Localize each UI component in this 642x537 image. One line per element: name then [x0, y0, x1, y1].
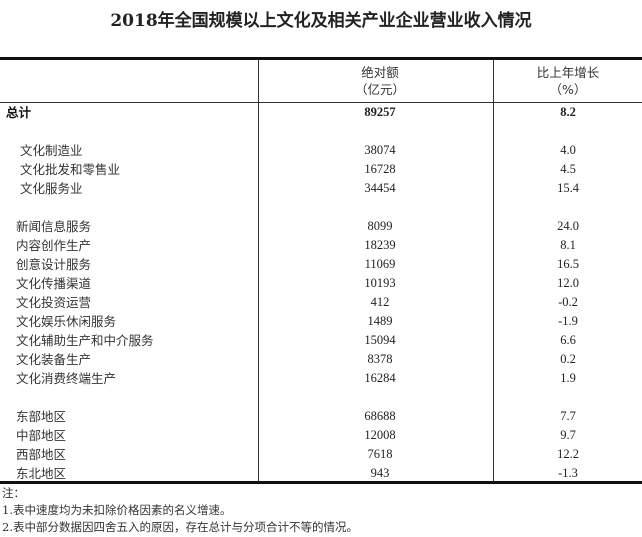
row-value: 1489: [367, 314, 393, 328]
row-label: 文化传播渠道: [16, 276, 92, 291]
row-label: 文化辅助生产和中介服务: [16, 333, 154, 348]
row-growth: -1.9: [558, 314, 578, 328]
spacer-row: [0, 198, 642, 217]
row-growth: 7.7: [560, 409, 576, 423]
table-row: 文化投资运营 412 -0.2: [0, 293, 642, 312]
table-row: 内容创作生产 18239 8.1: [0, 236, 642, 255]
row-growth: 12.0: [557, 276, 579, 290]
row-label: 总计: [6, 105, 32, 120]
row-label: 东部地区: [16, 409, 67, 424]
row-growth: 6.6: [560, 333, 576, 347]
row-value: 68688: [364, 409, 396, 423]
table-bottom-rule: [0, 481, 642, 484]
column-divider: [258, 59, 259, 482]
row-value: 16284: [364, 371, 396, 385]
table-body: 总计 89257 8.2 文化制造业 38074 4.0 文化批发和零售业 16728 4.5 文…: [0, 103, 642, 483]
row-growth: 0.2: [560, 352, 576, 366]
row-value: 89257: [364, 105, 396, 119]
total-row: 总计 89257 8.2: [0, 103, 642, 122]
row-value: 412: [370, 295, 390, 309]
row-value: 8378: [367, 352, 393, 366]
note-item: 1.表中速度均为未扣除价格因素的名义增速。: [2, 503, 232, 517]
table-row: 文化制造业 38074 4.0: [0, 141, 642, 160]
header-rule: [0, 102, 642, 103]
row-value: 11069: [364, 257, 396, 271]
table-row: 中部地区 12008 9.7: [0, 426, 642, 445]
row-value: 943: [370, 466, 390, 480]
table-row: 文化辅助生产和中介服务 15094 6.6: [0, 331, 642, 350]
row-label: 文化装备生产: [16, 352, 92, 367]
table-row: 新闻信息服务 8099 24.0: [0, 217, 642, 236]
row-label: 创意设计服务: [16, 257, 92, 272]
header-unit: （%）: [549, 82, 587, 97]
row-label: 文化批发和零售业: [20, 162, 121, 177]
row-label: 文化消费终端生产: [16, 371, 117, 386]
row-value: 15094: [364, 333, 396, 347]
row-growth: 9.7: [560, 428, 576, 442]
notes: 注： 1.表中速度均为未扣除价格因素的名义增速。 2.表中部分数据因四舍五入的原…: [2, 485, 358, 536]
row-label: 东北地区: [16, 466, 67, 481]
row-growth: 8.1: [560, 238, 576, 252]
row-value: 18239: [364, 238, 396, 252]
row-growth: 1.9: [560, 371, 576, 385]
table-row: 文化消费终端生产 16284 1.9: [0, 369, 642, 388]
header-growth: 比上年增长 （%）: [520, 64, 616, 98]
row-growth: 12.2: [557, 447, 579, 461]
row-label: 西部地区: [16, 447, 67, 462]
row-label: 中部地区: [16, 428, 67, 443]
row-value: 8099: [367, 219, 393, 233]
row-value: 10193: [364, 276, 396, 290]
row-growth: -0.2: [558, 295, 578, 309]
spacer-row: [0, 388, 642, 407]
row-growth: 15.4: [557, 181, 579, 195]
spacer-row: [0, 122, 642, 141]
notes-heading: 注：: [2, 486, 25, 500]
row-growth: 8.2: [560, 105, 576, 119]
row-value: 12008: [364, 428, 396, 442]
table-title: 2018年全国规模以上文化及相关产业企业营业收入情况: [110, 11, 532, 31]
header-label: 比上年增长: [536, 65, 600, 80]
row-label: 内容创作生产: [16, 238, 92, 253]
table-row: 文化娱乐休闲服务 1489 -1.9: [0, 312, 642, 331]
header-label: 绝对额: [361, 65, 399, 80]
row-growth: 4.0: [560, 143, 576, 157]
row-growth: 4.5: [560, 162, 576, 176]
table-row: 文化服务业 34454 15.4: [0, 179, 642, 198]
header-absolute-amount: 绝对额 （亿元）: [330, 64, 430, 98]
table-top-rule: [0, 57, 642, 60]
row-label: 文化投资运营: [16, 295, 92, 310]
row-label: 文化制造业: [20, 143, 83, 158]
table-row: 西部地区 7618 12.2: [0, 445, 642, 464]
row-value: 7618: [367, 447, 393, 461]
table-row: 文化装备生产 8378 0.2: [0, 350, 642, 369]
note-item: 2.表中部分数据因四舍五入的原因，存在总计与分项合计不等的情况。: [2, 520, 358, 534]
row-label: 新闻信息服务: [16, 219, 92, 234]
row-growth: -1.3: [558, 466, 578, 480]
table-row: 东部地区 68688 7.7: [0, 407, 642, 426]
row-value: 38074: [364, 143, 396, 157]
header-unit: （亿元）: [354, 82, 405, 97]
row-growth: 16.5: [557, 257, 579, 271]
table-row: 文化批发和零售业 16728 4.5: [0, 160, 642, 179]
row-label: 文化娱乐休闲服务: [16, 314, 117, 329]
column-divider: [493, 59, 494, 482]
row-label: 文化服务业: [20, 181, 83, 196]
row-value: 16728: [364, 162, 396, 176]
table-row: 东北地区 943 -1.3: [0, 464, 642, 483]
row-growth: 24.0: [557, 219, 579, 233]
table-row: 文化传播渠道 10193 12.0: [0, 274, 642, 293]
table-row: 创意设计服务 11069 16.5: [0, 255, 642, 274]
row-value: 34454: [364, 181, 396, 195]
